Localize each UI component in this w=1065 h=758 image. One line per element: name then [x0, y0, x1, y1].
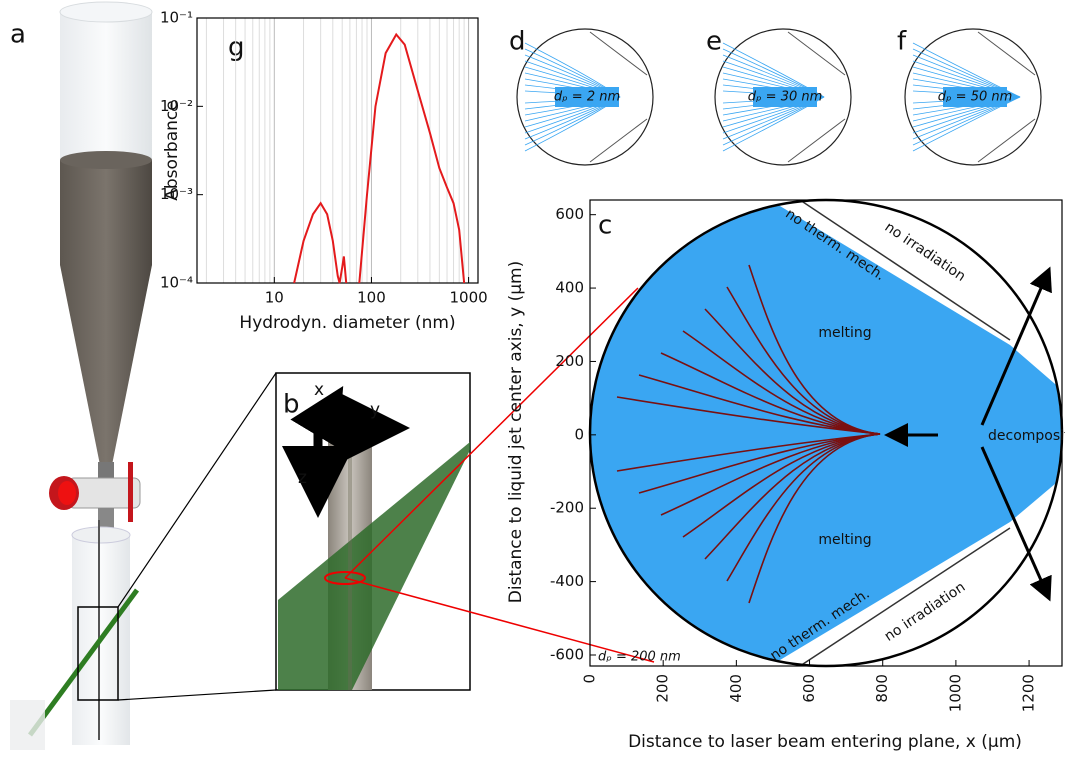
y-tick-label: -600: [550, 645, 584, 663]
y-axis-label: Absorbance: [162, 100, 182, 200]
x-tick-label: 800: [873, 674, 891, 703]
x-tick-label: 100: [357, 289, 386, 307]
x-axis-label: Distance to laser beam entering plane, x…: [628, 732, 1022, 752]
panel-label: b: [283, 390, 300, 420]
y-tick-label: -400: [550, 572, 584, 590]
axis-letter: z: [298, 468, 307, 488]
annotation: melting: [818, 532, 871, 548]
inset-circles: dₚ = 2 nm dₚ = 30 nm dₚ = 50 nm: [517, 29, 1041, 165]
axis-letter: y: [370, 400, 380, 420]
size-label: dₚ = 200 nm: [598, 650, 681, 665]
axis-letter: x: [314, 380, 324, 400]
x-tick-label: 0: [581, 674, 599, 684]
annotation: decompositon: [988, 428, 1065, 444]
inset-label: dₚ = 30 nm: [748, 90, 823, 105]
x-axis-label: Hydrodyn. diameter (nm): [239, 313, 455, 333]
panel-label: g: [228, 33, 245, 63]
x-tick-label: 200: [654, 674, 672, 703]
inset-label: dₚ = 50 nm: [938, 90, 1013, 105]
x-tick-label: 1000: [449, 289, 487, 307]
y-tick-label: 10⁻⁴: [160, 274, 193, 292]
y-tick-label: 10⁻¹: [160, 9, 193, 27]
panel-label: d: [509, 27, 526, 57]
panel-label: a: [10, 20, 26, 50]
x-tick-label: 400: [727, 674, 745, 703]
x-tick-label: 10: [265, 289, 284, 307]
x-tick-label: 1200: [1020, 674, 1038, 712]
annotation: melting: [818, 325, 871, 341]
y-axis-label: Distance to liquid jet center axis, y (µ…: [506, 261, 526, 603]
series-line: [294, 35, 464, 283]
y-tick-label: 200: [555, 352, 584, 370]
panel-label: f: [897, 27, 907, 57]
figure: x y z dₚ = 2 nm dₚ = 30 nm dₚ = 50 nm a b c d…: [0, 0, 1065, 754]
x-tick-label: 1000: [946, 674, 964, 712]
inset-label: dₚ = 2 nm: [554, 90, 620, 105]
panel-label: c: [598, 211, 612, 241]
y-tick-label: 400: [555, 279, 584, 297]
y-tick-label: -200: [550, 499, 584, 517]
panel-label: e: [706, 27, 722, 57]
y-tick-label: 0: [574, 425, 584, 443]
y-tick-label: 600: [555, 205, 584, 223]
x-tick-label: 600: [800, 674, 818, 703]
